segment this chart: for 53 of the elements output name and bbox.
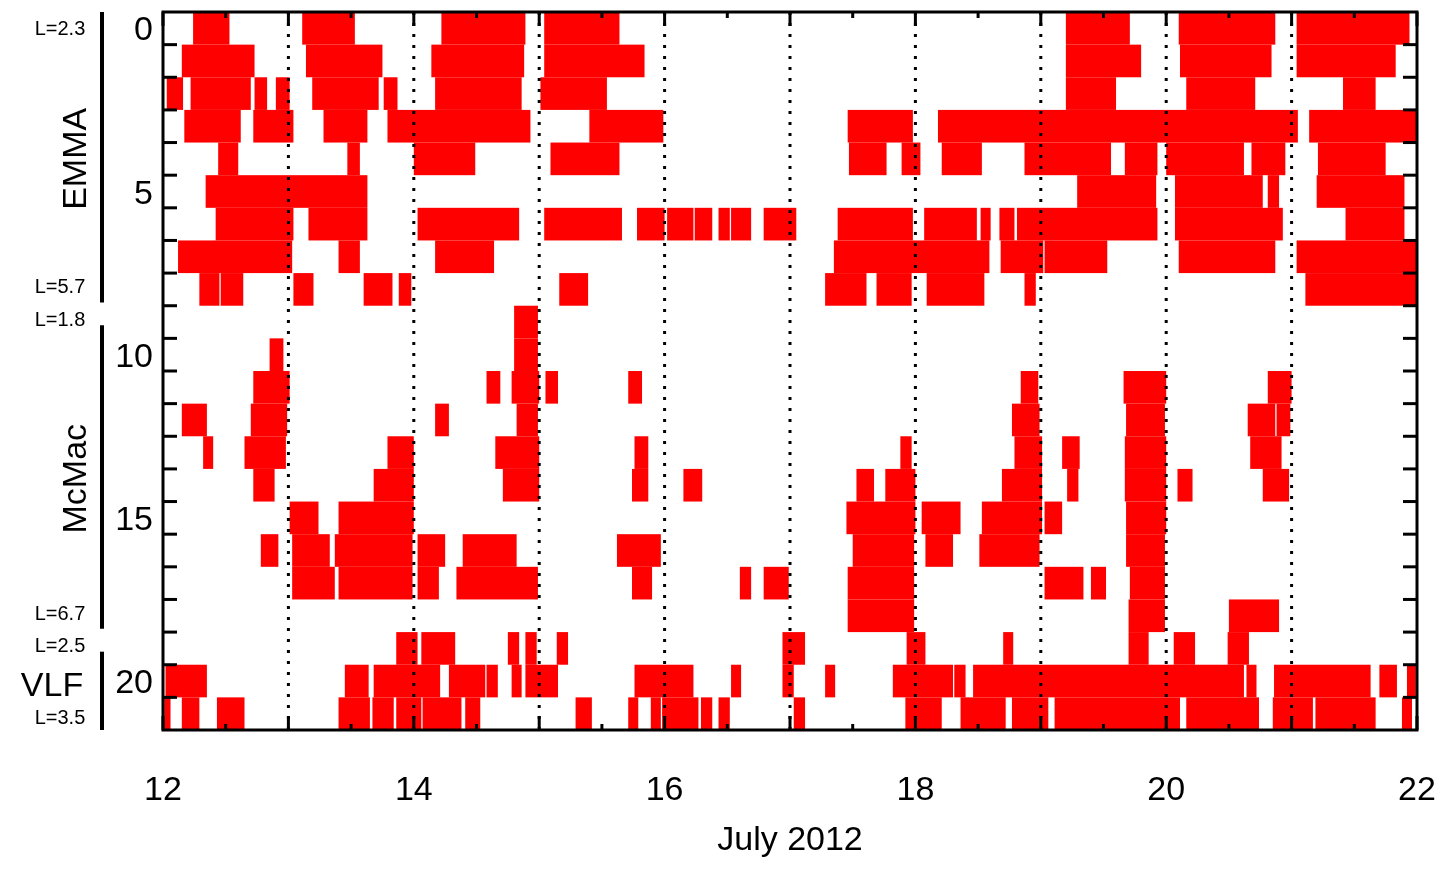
bar <box>731 664 742 698</box>
text: L=6.7 <box>34 601 86 624</box>
bar <box>694 207 713 241</box>
text: L=5.7 <box>34 275 86 298</box>
bar <box>216 697 245 730</box>
bar <box>435 403 449 437</box>
y-tick-label: 20 <box>115 662 153 701</box>
bar <box>260 534 279 567</box>
bar <box>486 371 501 404</box>
bar <box>545 371 559 404</box>
bar <box>486 664 498 698</box>
bar <box>544 207 622 241</box>
y-tick-label: 15 <box>115 498 153 537</box>
text: L=2.3 <box>34 17 86 40</box>
x-tick-label: 14 <box>394 769 433 807</box>
x-tick-label: 12 <box>144 769 182 807</box>
y-tick-label: 0 <box>134 9 153 48</box>
bar <box>763 207 797 241</box>
bar <box>398 273 412 306</box>
bar <box>363 273 393 306</box>
bar <box>1401 697 1412 730</box>
bar <box>1090 566 1107 600</box>
bar <box>559 273 589 306</box>
bar <box>1406 664 1416 698</box>
text: L=2.5 <box>34 634 86 657</box>
x-tick-label: 18 <box>896 769 935 807</box>
x-tick-label: 22 <box>1398 769 1436 807</box>
bar <box>683 468 703 502</box>
bar <box>718 697 730 730</box>
y-tick-label: 5 <box>134 172 153 211</box>
bar <box>763 566 789 600</box>
bar <box>793 697 806 730</box>
text: L=1.8 <box>34 307 86 330</box>
bar <box>1177 468 1193 502</box>
bar <box>1044 501 1063 535</box>
bar <box>628 371 643 404</box>
bar <box>700 697 713 730</box>
bar <box>1379 664 1397 698</box>
text: McMac <box>55 423 93 534</box>
bar <box>293 273 314 306</box>
x-tick-label: 20 <box>1147 769 1186 807</box>
bar <box>637 207 665 241</box>
x-tick-label: 16 <box>645 769 684 807</box>
text: EMMA <box>55 107 93 210</box>
bar <box>667 207 694 241</box>
x-axis-title: July 2012 <box>717 819 863 857</box>
bar <box>739 566 752 600</box>
y-tick-label: 10 <box>115 335 153 374</box>
text: L=3.5 <box>34 705 86 728</box>
bar <box>1044 566 1084 600</box>
text: VLF <box>20 665 84 704</box>
bar <box>575 697 592 730</box>
bar <box>825 664 836 698</box>
